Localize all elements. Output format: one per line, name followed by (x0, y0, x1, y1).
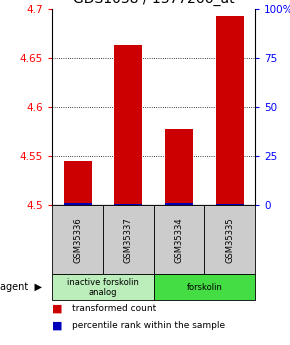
Bar (154, 274, 255, 300)
Bar (216, 204, 244, 205)
Bar (64, 161, 92, 205)
Bar (216, 16, 244, 205)
Bar (64, 203, 92, 205)
Bar (154, 205, 204, 274)
Bar (114, 204, 142, 205)
Bar (52, 274, 154, 300)
Text: agent  ▶: agent ▶ (0, 282, 42, 292)
Text: ■: ■ (52, 304, 63, 314)
Text: GSM35337: GSM35337 (124, 217, 133, 263)
Text: percentile rank within the sample: percentile rank within the sample (72, 321, 226, 330)
Bar (114, 45, 142, 205)
Text: GSM35334: GSM35334 (175, 217, 184, 263)
Text: GSM35335: GSM35335 (225, 217, 234, 263)
Text: ■: ■ (52, 321, 63, 331)
Bar (165, 129, 193, 205)
Bar (165, 203, 193, 205)
Text: inactive forskolin
analog: inactive forskolin analog (67, 277, 139, 297)
Text: transformed count: transformed count (72, 304, 157, 313)
Bar (204, 205, 255, 274)
Text: GSM35336: GSM35336 (73, 217, 82, 263)
Bar (103, 205, 154, 274)
Text: forskolin: forskolin (186, 283, 222, 292)
Bar (52, 205, 103, 274)
Title: GDS1038 / 1377266_at: GDS1038 / 1377266_at (73, 0, 235, 6)
